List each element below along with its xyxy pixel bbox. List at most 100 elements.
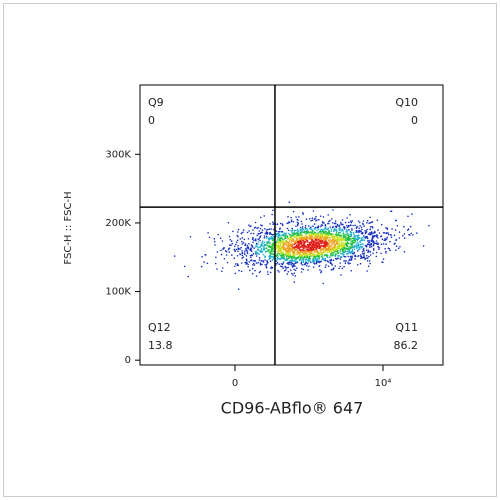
event-dot [346,224,348,227]
event-dot [292,274,294,276]
y-axis-label: FSC-H :: FSC-H [63,191,74,264]
event-dot [277,238,279,240]
event-dot [246,261,248,264]
event-dot [247,247,250,250]
event-dot [364,244,367,247]
event-dot [390,236,393,238]
event-dot [306,245,308,248]
event-dot [341,219,344,221]
event-dot [286,235,289,238]
event-dot [285,269,287,271]
event-dot [231,242,234,245]
event-dot [324,243,326,245]
event-dot [290,262,293,264]
event-dot [291,227,294,230]
event-dot [278,246,281,248]
event-dot [261,224,263,227]
event-dot [241,250,243,252]
event-dot [346,250,348,253]
event-dot [295,225,297,227]
event-dot [240,270,243,273]
event-dot [282,267,284,269]
event-dot [361,250,364,253]
event-dot [235,248,238,251]
event-dot [227,221,230,224]
event-dot [278,230,281,233]
event-dot [268,228,271,230]
quadrant-name: Q12 [148,321,171,334]
event-dot [242,242,245,244]
event-dot [351,248,354,251]
event-dot [352,252,354,255]
event-dot [375,255,378,258]
event-dot [216,251,219,253]
event-dot [307,248,309,251]
event-dot [272,223,274,226]
event-dot [271,258,274,261]
event-dot [243,238,246,241]
event-dot [353,233,355,236]
event-dot [389,240,391,243]
event-dot [287,266,290,269]
event-dot [308,218,311,220]
event-dot [333,229,335,231]
event-dot [302,268,305,271]
event-dot [322,282,325,285]
event-dot [304,249,307,252]
event-dot [324,257,326,260]
event-dot [239,253,241,255]
event-dot [333,236,335,238]
event-dot [282,262,285,264]
event-dot [278,263,281,266]
event-dot [394,219,397,222]
event-dot [349,246,352,248]
event-dot [338,227,341,230]
event-dot [234,245,236,248]
event-dot [265,265,268,268]
event-dot [320,270,323,272]
event-dot [315,260,318,263]
event-dot [316,249,318,252]
event-dot [363,254,365,256]
event-dot [250,256,252,259]
event-dot [303,263,306,266]
event-dot [269,260,272,263]
event-dot [237,235,239,238]
event-dot [361,233,364,235]
event-dot [290,241,292,244]
event-dot [254,221,257,224]
event-dot [215,256,217,259]
event-dot [390,210,392,212]
event-dot [293,229,296,232]
event-dot [323,222,325,224]
event-dot [281,265,283,268]
event-dot [315,257,317,260]
event-dot [366,222,368,224]
event-dot [350,221,353,224]
event-dot [267,250,270,253]
event-dot [298,250,300,253]
event-dot [220,253,223,256]
event-dot [365,249,368,251]
event-dot [255,239,257,242]
event-dot [403,233,406,235]
event-dot [366,270,368,272]
event-dot [324,226,327,229]
event-dot [359,244,362,246]
event-dot [315,216,317,218]
event-dot [264,255,266,258]
event-dot [250,259,253,261]
event-dot [311,217,314,219]
event-dot [329,261,332,263]
event-dot [264,259,266,261]
event-dot [305,265,308,267]
event-dot [282,261,285,263]
event-dot [351,220,354,222]
event-dot [296,256,299,259]
event-dot [361,228,363,231]
event-dot [383,239,386,241]
event-dot [332,253,334,256]
event-dot [253,239,255,241]
event-dot [300,242,303,245]
event-dot [294,236,296,239]
